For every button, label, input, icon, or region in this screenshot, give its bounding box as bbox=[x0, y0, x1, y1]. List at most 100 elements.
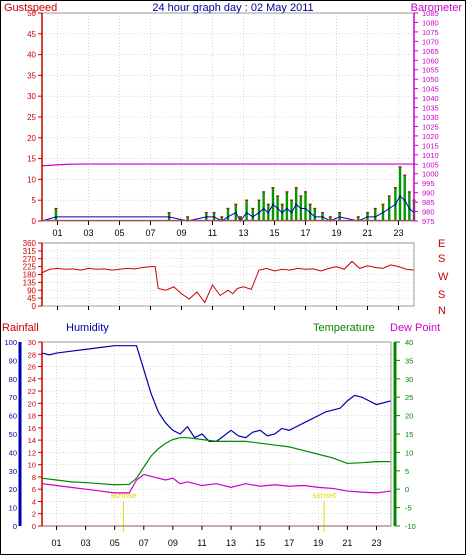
wind-x-tick-label: 23 bbox=[393, 228, 403, 238]
wind-x-tick-label: 17 bbox=[300, 228, 310, 238]
humidity-y-tick-label: 50 bbox=[9, 430, 17, 439]
chart-title: 24 hour graph day : 02 May 2011 bbox=[152, 2, 313, 14]
dew-point-line bbox=[41, 473, 392, 494]
dir-y-tick-label: 225 bbox=[23, 263, 37, 272]
gust-y-tick-label: 15 bbox=[27, 155, 36, 164]
barometer-y-tick-label: 1045 bbox=[422, 85, 439, 94]
sunrise-label: sunrise bbox=[111, 491, 137, 500]
rain-y-tick-label: 14 bbox=[28, 436, 36, 445]
temp-y-tick-label: 20 bbox=[405, 412, 413, 421]
legend-dew-point: Dew Point bbox=[390, 322, 440, 334]
gust-bar bbox=[54, 208, 58, 221]
gust-bar bbox=[186, 216, 189, 221]
humidity-y-tick-label: 70 bbox=[9, 393, 17, 402]
gust-bar bbox=[398, 166, 402, 221]
compass-label-w: W bbox=[438, 271, 449, 283]
sunset-label: sunset bbox=[312, 491, 336, 500]
gust-bar bbox=[408, 191, 411, 221]
temp-y-tick-label: 5 bbox=[405, 467, 409, 476]
gust-bar bbox=[262, 191, 265, 221]
barometer-y-tick-label: 990 bbox=[422, 189, 435, 198]
barometer-line bbox=[41, 163, 414, 167]
barometer-y-tick-label: 1040 bbox=[422, 94, 439, 103]
thermo-x-tick-label: 01 bbox=[52, 538, 62, 548]
rain-y-tick-label: 30 bbox=[28, 338, 36, 347]
gust-y-tick-label: 0 bbox=[32, 217, 37, 226]
rain-y-tick-label: 12 bbox=[28, 448, 36, 457]
gust-bar bbox=[239, 216, 242, 221]
thermo-x-tick-label: 03 bbox=[81, 538, 91, 548]
legend-humidity: Humidity bbox=[66, 322, 109, 334]
rain-y-tick-label: 16 bbox=[28, 424, 36, 433]
dir-y-tick-label: 180 bbox=[23, 271, 37, 280]
wind-x-tick-label: 15 bbox=[269, 228, 279, 238]
humidity-y-tick-label: 10 bbox=[9, 504, 17, 513]
barometer-y-tick-label: 1065 bbox=[422, 47, 439, 56]
gust-bar bbox=[226, 208, 230, 221]
gust-bar bbox=[245, 200, 248, 221]
temp-y-tick-label: 35 bbox=[405, 356, 413, 365]
dir-y-tick-label: 270 bbox=[23, 255, 37, 264]
rain-y-tick-label: 24 bbox=[28, 375, 36, 384]
wind-x-tick-label: 13 bbox=[238, 228, 248, 238]
dir-y-tick-label: 45 bbox=[27, 294, 36, 303]
gust-y-tick-label: 50 bbox=[27, 9, 36, 18]
temp-y-tick-label: 25 bbox=[405, 393, 413, 402]
thermo-x-tick-label: 13 bbox=[226, 538, 236, 548]
compass-label-n: N bbox=[438, 305, 446, 317]
dir-y-tick-label: 360 bbox=[23, 239, 37, 248]
barometer-y-tick-label: 1020 bbox=[422, 132, 439, 141]
gust-bar bbox=[304, 191, 307, 221]
dir-y-tick-label: 90 bbox=[27, 286, 36, 295]
temp-y-tick-label: 0 bbox=[405, 485, 409, 494]
barometer-y-tick-label: 1080 bbox=[422, 18, 439, 27]
barometer-y-tick-label: 975 bbox=[422, 217, 435, 226]
rain-y-tick-label: 26 bbox=[28, 363, 36, 372]
thermo-x-tick-label: 09 bbox=[168, 538, 178, 548]
barometer-y-tick-label: 1055 bbox=[422, 66, 439, 75]
wind-x-tick-label: 03 bbox=[83, 228, 93, 238]
gust-bar bbox=[220, 216, 223, 221]
humidity-y-tick-label: 0 bbox=[13, 522, 17, 531]
wind-speed-line bbox=[41, 195, 415, 222]
barometer-y-tick-label: 985 bbox=[422, 198, 435, 207]
rain-y-tick-label: 2 bbox=[32, 510, 36, 519]
compass-label-e: E bbox=[438, 238, 445, 250]
barometer-y-tick-label: 1010 bbox=[422, 151, 439, 160]
barometer-y-tick-label: 1050 bbox=[422, 75, 439, 84]
panel-thermo-frame bbox=[41, 341, 392, 527]
temp-y-tick-label: 30 bbox=[405, 375, 413, 384]
barometer-y-tick-label: 1025 bbox=[422, 122, 439, 131]
temp-y-tick-label: 40 bbox=[405, 338, 413, 347]
gust-bar bbox=[374, 208, 377, 221]
gust-bar bbox=[357, 216, 360, 221]
gust-bar bbox=[313, 208, 316, 221]
thermo-x-tick-label: 15 bbox=[255, 538, 265, 548]
wind-x-tick-label: 09 bbox=[176, 228, 186, 238]
barometer-y-tick-label: 1005 bbox=[422, 160, 439, 169]
left-axis-title-gustspeed: Gustspeed bbox=[4, 2, 57, 14]
gust-y-tick-label: 35 bbox=[27, 71, 36, 80]
dir-y-tick-label: 0 bbox=[32, 302, 37, 311]
humidity-y-tick-label: 30 bbox=[9, 467, 17, 476]
gust-bar bbox=[257, 200, 261, 221]
humidity-y-tick-label: 60 bbox=[9, 412, 17, 421]
humidity-y-tick-label: 100 bbox=[4, 338, 17, 347]
gust-y-tick-label: 30 bbox=[27, 92, 36, 101]
temp-y-tick-label: 10 bbox=[405, 448, 413, 457]
humidity-y-tick-label: 80 bbox=[9, 375, 17, 384]
gust-bar bbox=[403, 175, 406, 221]
wind-x-tick-label: 21 bbox=[362, 228, 372, 238]
compass-label-s: S bbox=[438, 253, 445, 265]
gust-y-tick-label: 45 bbox=[27, 30, 36, 39]
gust-y-tick-label: 10 bbox=[27, 175, 36, 184]
wind-x-tick-label: 19 bbox=[331, 228, 341, 238]
thermo-x-tick-label: 05 bbox=[110, 538, 120, 548]
temp-y-tick-label: -5 bbox=[405, 504, 412, 513]
thermo-x-tick-label: 23 bbox=[371, 538, 381, 548]
thermo-x-tick-label: 07 bbox=[139, 538, 149, 548]
gust-y-tick-label: 40 bbox=[27, 51, 36, 60]
wind-x-tick-label: 05 bbox=[114, 228, 124, 238]
barometer-y-tick-label: 1070 bbox=[422, 37, 439, 46]
wind-direction-line bbox=[41, 260, 415, 304]
